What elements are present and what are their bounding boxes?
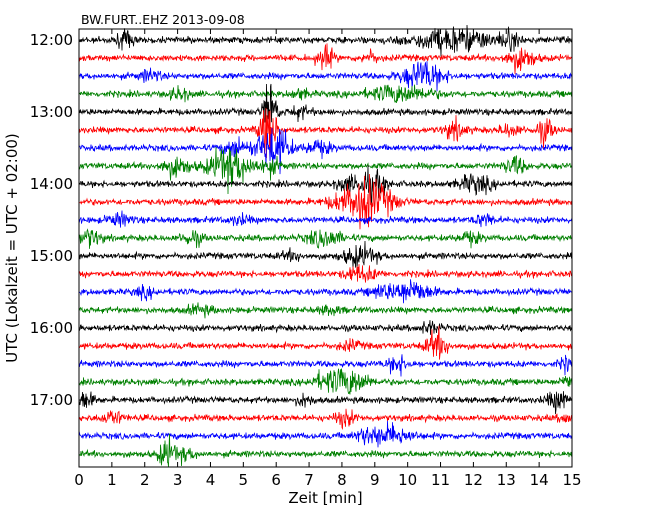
- trace-1215: [78, 43, 573, 74]
- trace-group: [78, 24, 573, 467]
- x-tick-label: 3: [173, 471, 183, 489]
- trace-1745: [78, 433, 573, 467]
- trace-1445: [78, 228, 573, 249]
- trace-1615: [78, 325, 573, 360]
- x-tick-label: 4: [206, 471, 216, 489]
- x-tick-label: 0: [74, 471, 84, 489]
- trace-1245: [78, 84, 573, 103]
- x-tick-label: 6: [271, 471, 281, 489]
- trace-1530: [78, 279, 573, 304]
- x-tick-label: 12: [464, 471, 483, 489]
- x-tick-label: 7: [304, 471, 314, 489]
- x-tick-label: 9: [370, 471, 380, 489]
- trace-1230: [78, 61, 573, 92]
- trace-1200: [78, 24, 573, 57]
- y-tick-label: 16:00: [30, 319, 73, 337]
- x-axis-label: Zeit [min]: [288, 489, 362, 507]
- x-tick-label: 10: [398, 471, 417, 489]
- trace-1400: [78, 164, 573, 209]
- y-tick-label: 15:00: [30, 247, 73, 265]
- trace-1430: [78, 210, 573, 228]
- trace-1300: [78, 83, 573, 137]
- trace-1600: [78, 320, 573, 335]
- x-tick-label: 14: [530, 471, 549, 489]
- trace-1545: [78, 302, 573, 319]
- x-tick-label: 11: [431, 471, 450, 489]
- trace-1500: [78, 240, 573, 269]
- x-tick-label: 13: [497, 471, 516, 489]
- trace-1645: [78, 368, 573, 395]
- trace-1630: [78, 354, 573, 377]
- trace-1715: [78, 408, 573, 431]
- plot-frame: [78, 28, 573, 468]
- trace-1345: [78, 147, 573, 195]
- trace-1730: [78, 420, 573, 448]
- x-tick-label: 1: [107, 471, 117, 489]
- y-axis: 12:00 13:00 14:00 15:00 16:00 17:00: [30, 31, 572, 409]
- x-tick-label: 2: [140, 471, 150, 489]
- chart-title: BW.FURT..EHZ 2013-09-08: [81, 12, 245, 27]
- trace-1700: [78, 391, 572, 415]
- y-tick-label: 12:00: [30, 31, 73, 49]
- x-axis: 0 1 2 3 4 5 6 7 8 9 10 11 12 13 14 15: [74, 29, 582, 489]
- trace-1315: [78, 107, 573, 159]
- x-tick-label: 15: [562, 471, 581, 489]
- x-tick-label: 8: [337, 471, 347, 489]
- y-tick-label: 13:00: [30, 103, 73, 121]
- y-tick-label: 17:00: [30, 391, 73, 409]
- trace-1515: [78, 264, 573, 283]
- x-tick-label: 5: [239, 471, 249, 489]
- trace-1330: [78, 127, 573, 175]
- y-tick-label: 14:00: [30, 175, 73, 193]
- y-axis-label: UTC (Lokalzeit = UTC + 02:00): [3, 133, 21, 363]
- trace-1415: [78, 173, 573, 230]
